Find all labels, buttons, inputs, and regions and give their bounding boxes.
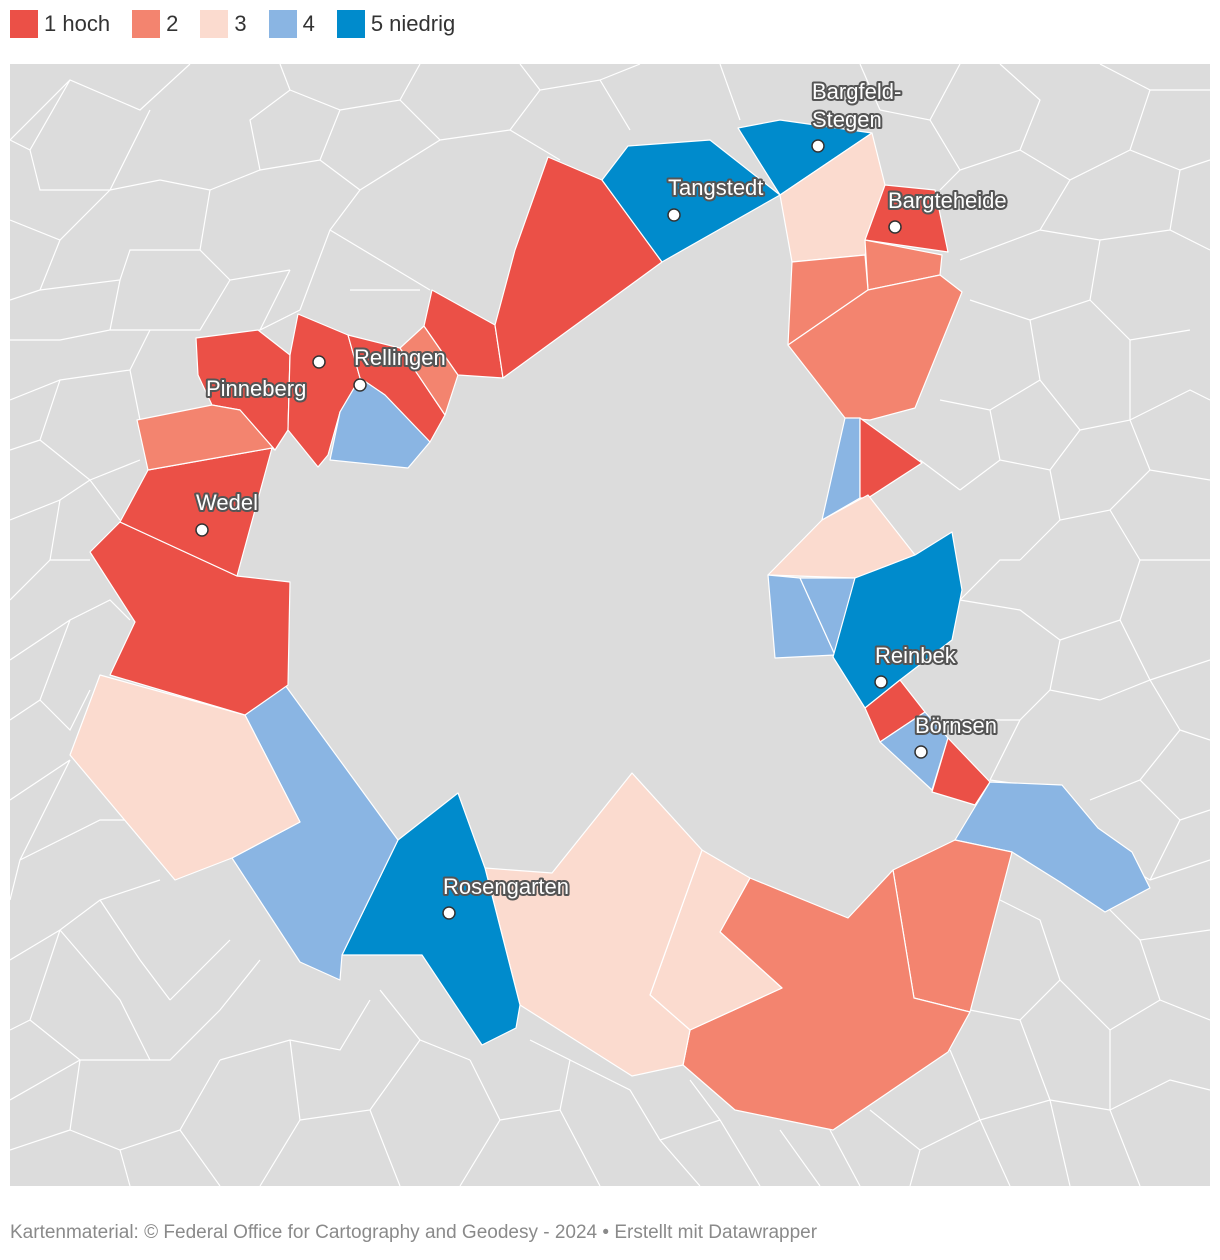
legend-item-2: 2 (132, 10, 178, 38)
region-north-1 (423, 289, 504, 379)
city-label-reinbek: Reinbek (875, 643, 957, 668)
city-dot-reinbek (874, 675, 888, 689)
city-marker-tangstedt: Tangstedt (666, 173, 765, 222)
city-dot-wedel (195, 523, 209, 537)
city-markers: Bargfeld- Stegen Tangstedt Bargteheide R… (194, 77, 1009, 920)
region-west-2 (136, 404, 276, 471)
background-borders (10, 64, 1210, 1186)
city-marker-reinbek: Reinbek (873, 641, 959, 689)
region-reinbek (832, 531, 963, 709)
region-rosengarten (341, 792, 521, 1046)
city-label-boernsen: Börnsen (915, 713, 997, 738)
region-bargteheide (864, 184, 949, 253)
city-label-bargteheide: Bargteheide (888, 188, 1007, 213)
city-dot-pinneberg (312, 355, 326, 369)
city-label-tangstedt: Tangstedt (668, 175, 763, 200)
map: Bargfeld- Stegen Tangstedt Bargteheide R… (10, 64, 1210, 1186)
city-label-bargfeld-stegen-line2: Stegen (812, 107, 882, 132)
regions (69, 119, 1151, 1131)
region-halstenbek (329, 377, 431, 469)
legend-swatch-4 (268, 10, 297, 38)
city-label-pinneberg: Pinneberg (206, 376, 306, 401)
legend-item-4: 4 (268, 10, 315, 38)
legend-label-1: 1 hoch (44, 11, 111, 36)
source-footer: Kartenmaterial: © Federal Office for Car… (10, 1222, 818, 1243)
legend-label-3: 3 (234, 11, 247, 36)
city-label-wedel: Wedel (196, 490, 258, 515)
legend-label-2: 2 (166, 11, 179, 36)
legend-item-1: 1 hoch (10, 10, 110, 38)
city-dot-boernsen (914, 745, 928, 759)
city-marker-rellingen: Rellingen (352, 343, 448, 392)
region-tangstedt (601, 139, 781, 263)
legend-item-5: 5 niedrig (336, 10, 456, 38)
legend-swatch-1 (10, 10, 38, 38)
map-svg: Bargfeld- Stegen Tangstedt Bargteheide R… (10, 64, 1210, 1186)
legend: 1 hoch 2 3 4 5 niedrig (10, 8, 477, 40)
city-marker-wedel: Wedel (194, 488, 260, 537)
legend-label-4: 4 (302, 11, 315, 36)
city-dot-rosengarten (442, 906, 456, 920)
city-marker-boernsen: Börnsen (913, 711, 999, 759)
city-marker-rosengarten: Rosengarten (441, 872, 571, 920)
city-dot-tangstedt (667, 208, 681, 222)
legend-swatch-5 (336, 10, 365, 38)
city-marker-bargteheide: Bargteheide (886, 186, 1009, 234)
city-label-rellingen: Rellingen (354, 345, 446, 370)
region-south-3b (484, 772, 703, 1077)
legend-label-5: 5 niedrig (370, 11, 456, 36)
city-dot-bargfeld-stegen (811, 139, 825, 153)
city-label-bargfeld-stegen-line1: Bargfeld- (812, 79, 901, 104)
city-dot-rellingen (353, 378, 367, 392)
region-east-1c (931, 737, 991, 806)
legend-item-3: 3 (200, 10, 247, 38)
legend-swatch-2 (132, 10, 161, 38)
city-label-rosengarten: Rosengarten (443, 874, 569, 899)
city-marker-bargfeld-stegen: Bargfeld- Stegen (810, 77, 903, 153)
legend-swatch-3 (200, 10, 229, 38)
city-dot-bargteheide (888, 220, 902, 234)
city-marker-pinneberg: Pinneberg (204, 355, 326, 403)
